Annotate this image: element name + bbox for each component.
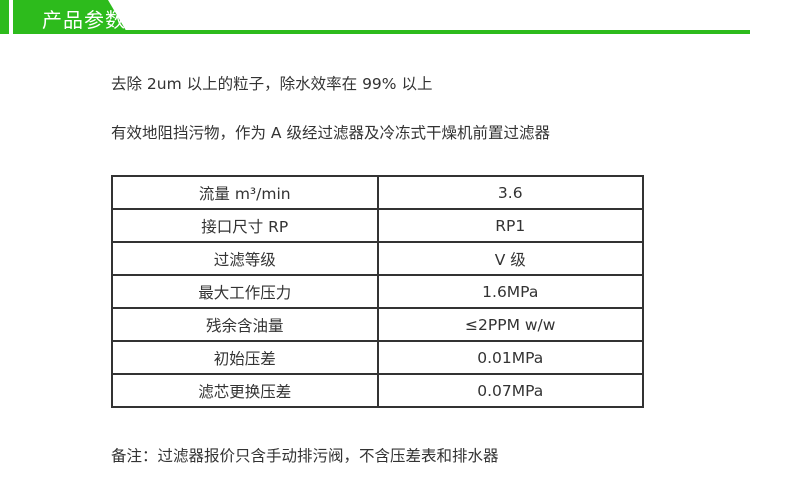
spec-table: 流量 m³/min 3.6 接口尺寸 RP RP1 过滤等级 V 级 最大工作压力 1.… [111, 175, 644, 408]
spec-label: 流量 m³/min [111, 175, 379, 210]
table-row: 残余含油量 ≤2PPM w/w [111, 307, 644, 342]
table-row: 流量 m³/min 3.6 [111, 175, 644, 210]
table-row: 接口尺寸 RP RP1 [111, 208, 644, 243]
spec-label: 过滤等级 [111, 241, 379, 276]
spec-value: RP1 [376, 208, 644, 243]
table-row: 滤芯更换压差 0.07MPa [111, 373, 644, 408]
header-underline [120, 30, 750, 34]
spec-value: 0.07MPa [376, 373, 644, 408]
intro-line-1: 去除 2um 以上的粒子，除水效率在 99% 以上 [111, 75, 433, 93]
spec-value: 0.01MPa [376, 340, 644, 375]
spec-label: 最大工作压力 [111, 274, 379, 309]
note: 备注：过滤器报价只含手动排污阀，不含压差表和排水器 [111, 447, 499, 465]
intro-line-2: 有效地阻挡污物，作为 A 级经过滤器及冷冻式干燥机前置过滤器 [111, 124, 550, 142]
spec-label: 接口尺寸 RP [111, 208, 379, 243]
table-row: 最大工作压力 1.6MPa [111, 274, 644, 309]
section-title: 产品参数 [42, 8, 126, 32]
header-tab [13, 0, 128, 34]
spec-value: V 级 [376, 241, 644, 276]
spec-value: 1.6MPa [376, 274, 644, 309]
table-row: 初始压差 0.01MPa [111, 340, 644, 375]
spec-value: 3.6 [376, 175, 644, 210]
spec-label: 残余含油量 [111, 307, 379, 342]
spec-label: 滤芯更换压差 [111, 373, 379, 408]
header-stripe [0, 0, 9, 34]
table-row: 过滤等级 V 级 [111, 241, 644, 276]
spec-label: 初始压差 [111, 340, 379, 375]
spec-value: ≤2PPM w/w [376, 307, 644, 342]
